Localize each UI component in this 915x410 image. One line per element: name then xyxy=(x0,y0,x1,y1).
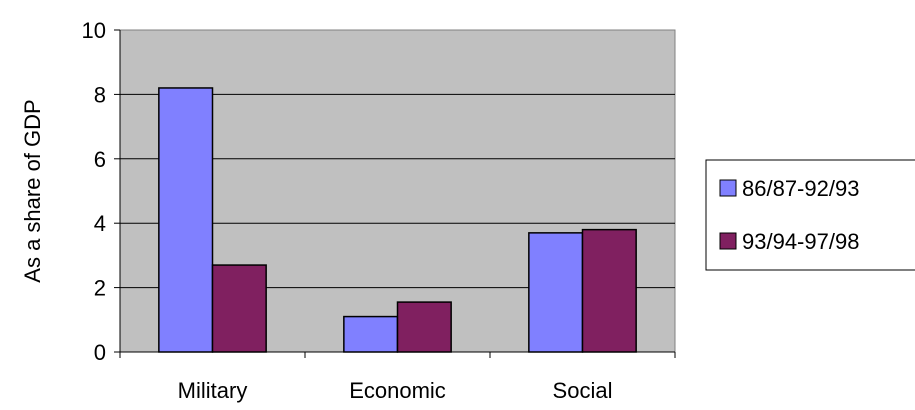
x-category-labels: Military Economic Social xyxy=(119,352,676,403)
legend: 86/87-92/93 93/94-97/98 xyxy=(705,159,915,271)
bar-military-series-2 xyxy=(211,264,267,353)
y-tick-label: 4 xyxy=(94,211,106,236)
y-axis-label: As a share of GDP xyxy=(20,99,45,282)
bar-social-series-1 xyxy=(528,232,584,353)
axes-group xyxy=(119,30,675,353)
bar-military-series-1 xyxy=(158,87,214,353)
bar-economic-series-2 xyxy=(396,301,452,353)
y-tick-label: 8 xyxy=(94,82,106,107)
y-tick-label: 2 xyxy=(94,276,106,301)
bar-social-series-2 xyxy=(581,228,637,353)
legend-label-series-2: 93/94-97/98 xyxy=(742,229,859,254)
legend-label-series-1: 86/87-92/93 xyxy=(742,176,859,201)
x-category-label: Social xyxy=(553,378,613,403)
legend-swatch-series-1 xyxy=(719,179,737,197)
legend-swatch-series-2 xyxy=(719,232,737,250)
legend-box xyxy=(705,159,915,271)
y-tick-label: 10 xyxy=(82,18,106,43)
y-tick-label: 6 xyxy=(94,147,106,172)
x-category-label: Military xyxy=(178,378,248,403)
y-tick-label: 0 xyxy=(94,340,106,365)
y-tick-group: 0 2 4 6 8 10 xyxy=(82,18,120,365)
bar-economic-series-1 xyxy=(343,315,399,353)
x-category-label: Economic xyxy=(349,378,446,403)
